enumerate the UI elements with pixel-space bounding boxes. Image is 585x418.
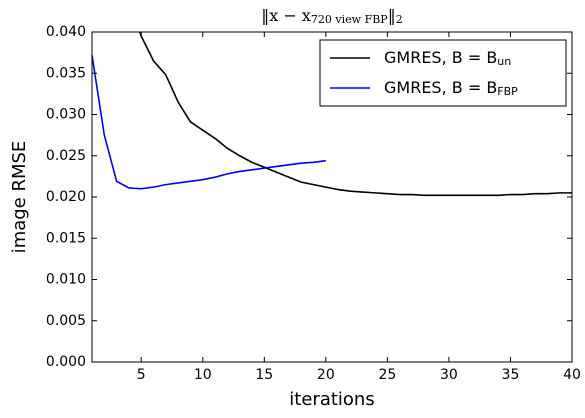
x-tick-label: 25: [378, 367, 396, 383]
y-tick-label: 0.015: [46, 230, 86, 246]
x-tick-label: 40: [563, 367, 581, 383]
title-part: ‖: [388, 6, 396, 25]
series-line: [92, 54, 326, 190]
title-part: ‖x − x: [261, 6, 311, 25]
y-tick-label: 0.035: [46, 65, 86, 81]
x-tick-label: 5: [137, 367, 146, 383]
x-tick-label: 20: [317, 367, 335, 383]
x-tick-label: 15: [255, 367, 273, 383]
y-tick-label: 0.005: [46, 313, 86, 329]
x-tick-label: 30: [440, 367, 458, 383]
legend-label: GMRES, B = BFBP: [384, 78, 518, 99]
x-tick-label: 10: [194, 367, 212, 383]
y-tick-label: 0.000: [46, 354, 86, 370]
y-tick-label: 0.030: [46, 107, 86, 123]
legend-box: [319, 39, 567, 107]
x-axis-label: iterations: [289, 389, 374, 410]
legend-label: GMRES, B = Bun: [384, 48, 511, 69]
y-axis-label: image RMSE: [9, 141, 30, 254]
legend-name: GMRES, B = B: [384, 78, 497, 97]
y-tick-label: 0.025: [46, 148, 86, 164]
y-tick-label: 0.040: [46, 24, 86, 40]
title-sub: 720 view FBP: [311, 13, 388, 26]
x-tick-label: 35: [502, 367, 520, 383]
chart-title: ‖x − x720 view FBP‖2: [261, 6, 402, 27]
title-sub: 2: [396, 13, 403, 26]
legend-sub: un: [497, 55, 511, 68]
y-tick-label: 0.020: [46, 189, 86, 205]
legend-sub: FBP: [497, 85, 518, 98]
y-tick-label: 0.010: [46, 272, 86, 288]
series-line: [138, 32, 572, 197]
legend-name: GMRES, B = B: [384, 48, 497, 67]
